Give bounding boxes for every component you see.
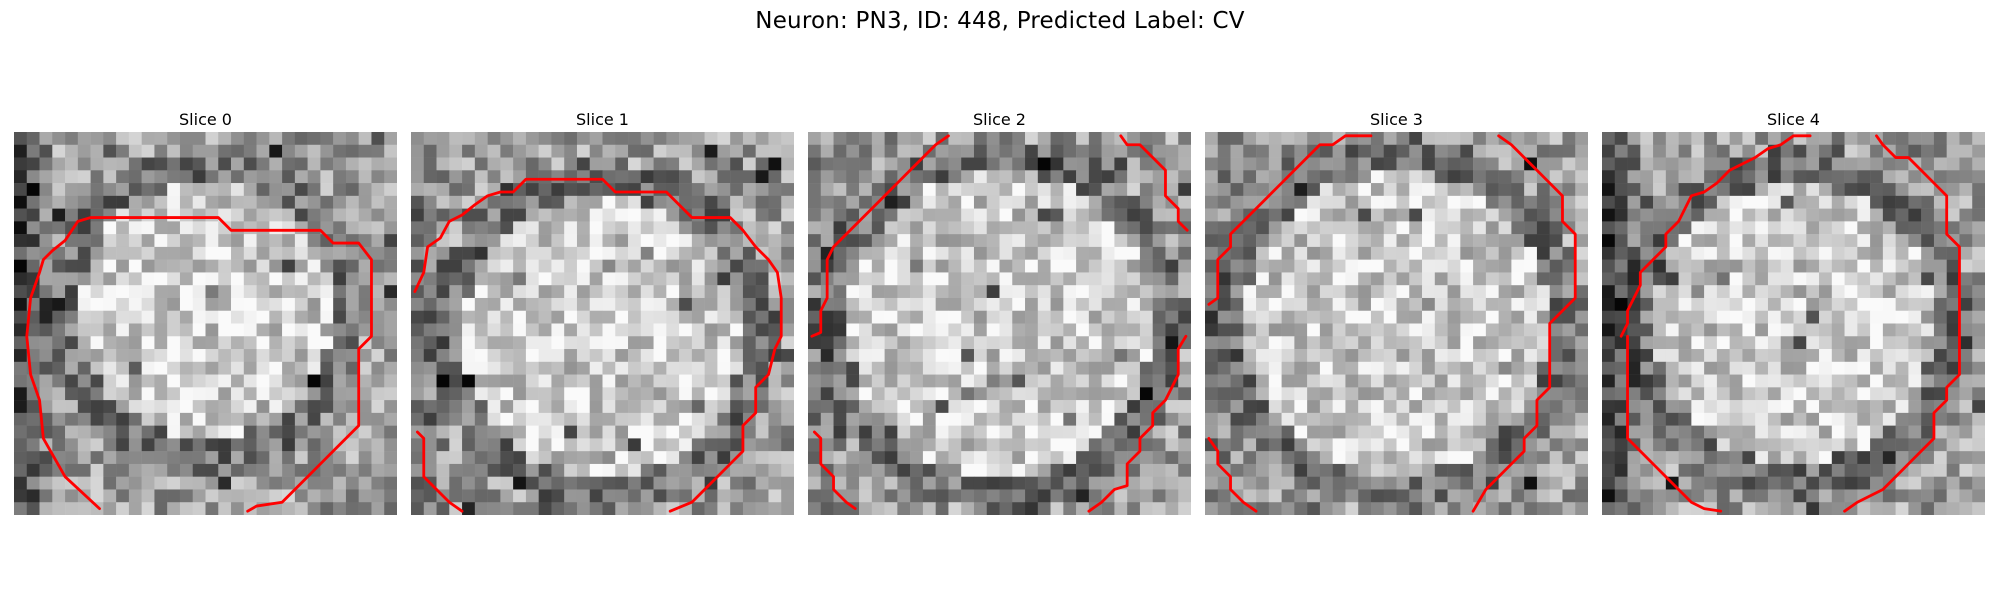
contour-line bbox=[1087, 334, 1188, 513]
contour-line bbox=[415, 430, 464, 513]
slice-panel-4: Slice 4 bbox=[1602, 108, 1985, 515]
pixel-grid bbox=[808, 132, 1191, 515]
slice-image bbox=[1205, 132, 1588, 515]
figure-title: Neuron: PN3, ID: 448, Predicted Label: C… bbox=[755, 8, 1245, 34]
pixel-grid bbox=[1602, 132, 1985, 515]
slice-title: Slice 0 bbox=[179, 110, 232, 129]
slice-image bbox=[808, 132, 1191, 515]
contour-line bbox=[1207, 134, 1373, 306]
contour-line bbox=[1626, 334, 1723, 513]
slice-panel-2: Slice 2 bbox=[808, 108, 1191, 515]
contour-line bbox=[413, 177, 783, 513]
slice-image bbox=[411, 132, 794, 515]
slice-image bbox=[1602, 132, 1985, 515]
contour-line bbox=[25, 216, 373, 513]
slice-panel-3: Slice 3 bbox=[1205, 108, 1588, 515]
slice-title: Slice 4 bbox=[1767, 110, 1820, 129]
slice-title: Slice 3 bbox=[1370, 110, 1423, 129]
slice-panel-0: Slice 0 bbox=[14, 108, 397, 515]
slice-panel-1: Slice 1 bbox=[411, 108, 794, 515]
pixel-grid bbox=[1205, 132, 1588, 515]
contour-line bbox=[1119, 134, 1189, 232]
slice-image bbox=[14, 132, 397, 515]
slice-title: Slice 2 bbox=[973, 110, 1026, 129]
contour-line bbox=[1207, 436, 1258, 513]
contour-line bbox=[810, 134, 950, 338]
slice-panels: Slice 0 Slice 1 Slice 2 Slice 3 Slice 4 bbox=[14, 108, 1986, 528]
contour-line bbox=[1619, 134, 1812, 338]
contour-line bbox=[1843, 134, 1961, 513]
contour-line bbox=[1471, 134, 1577, 513]
slice-title: Slice 1 bbox=[576, 110, 629, 129]
pixel-grid bbox=[14, 132, 397, 515]
contour-line bbox=[812, 430, 857, 511]
pixel-grid bbox=[411, 132, 794, 515]
